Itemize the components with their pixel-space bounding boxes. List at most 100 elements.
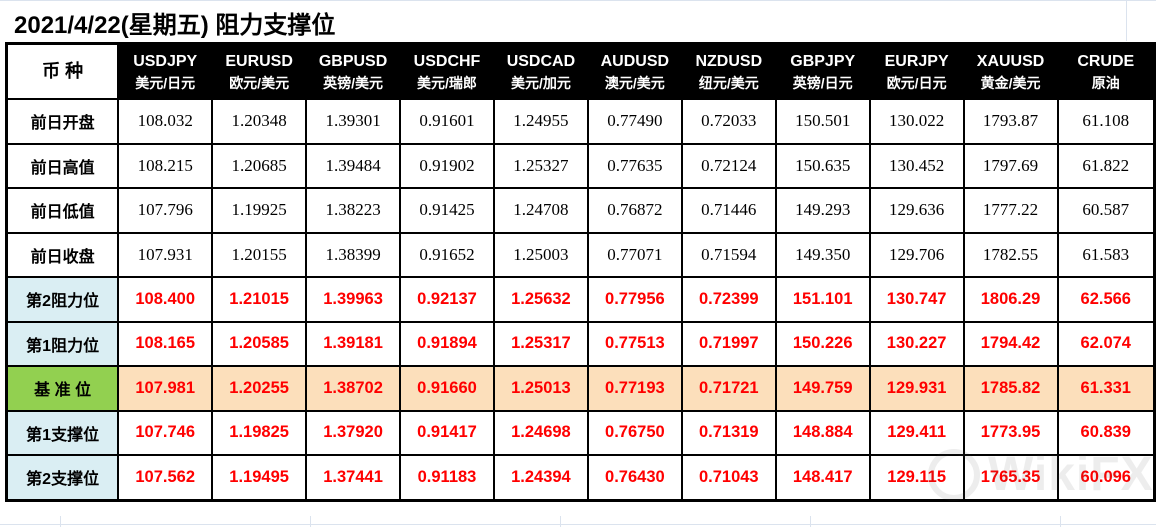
row-label: 第2阻力位 — [5, 276, 120, 323]
sheet-gridline — [560, 516, 561, 527]
table-body: 前日开盘 108.032 1.20348 1.39301 0.91601 1.24955 0… — [5, 98, 1156, 501]
cell-value: 0.91660 — [399, 365, 495, 412]
cell-value: 1.38702 — [305, 365, 402, 412]
cell-value: 0.91183 — [399, 454, 495, 501]
cell-value: 1765.35 — [962, 454, 1059, 501]
pair-name-cn: 原油 — [1091, 74, 1120, 91]
cell-value: 1.20255 — [211, 365, 308, 412]
table-row: 第1支撑位 107.746 1.19825 1.37920 0.91417 1.24698… — [5, 409, 1156, 456]
cell-value: 1.24394 — [492, 454, 589, 501]
cell-value: 62.074 — [1056, 320, 1156, 367]
pair-name-cn: 美元/瑞郎 — [417, 74, 477, 91]
cell-value: 0.71446 — [680, 187, 777, 234]
page-title: 2021/4/22(星期五) 阻力支撑位 — [14, 12, 336, 39]
cell-value: 130.022 — [868, 98, 965, 145]
cell-value: 1.24708 — [492, 187, 589, 234]
cell-value: 129.706 — [868, 231, 965, 278]
cell-value: 60.839 — [1056, 409, 1156, 456]
cell-value: 129.411 — [868, 409, 965, 456]
cell-value: 1.39301 — [305, 98, 402, 145]
cell-value: 1.37920 — [305, 409, 402, 456]
sheet-gridline — [1126, 0, 1127, 41]
cell-value: 1.20585 — [211, 320, 308, 367]
cell-value: 1794.42 — [962, 320, 1059, 367]
cell-value: 1.39963 — [305, 276, 402, 323]
cell-value: 129.636 — [868, 187, 965, 234]
table-row: 前日低值 107.796 1.19925 1.38223 0.91425 1.24708 0… — [5, 187, 1156, 234]
cell-value: 1.39181 — [305, 320, 402, 367]
pair-code: USDCHF — [413, 52, 481, 70]
cell-value: 129.931 — [868, 365, 965, 412]
column-header-usdcad: USDCAD 美元/加元 — [492, 42, 589, 100]
row-label: 基 准 位 — [5, 365, 120, 412]
column-header-gbpjpy: GBPJPY 英镑/日元 — [774, 42, 871, 100]
cell-value: 107.981 — [117, 365, 214, 412]
cell-value: 149.350 — [774, 231, 871, 278]
cell-value: 0.72033 — [680, 98, 777, 145]
cell-value: 149.759 — [774, 365, 871, 412]
cell-value: 107.746 — [117, 409, 214, 456]
row-label: 前日低值 — [5, 187, 120, 234]
sheet-gridline — [60, 516, 61, 527]
cell-value: 61.583 — [1056, 231, 1156, 278]
column-header-audusd: AUDUSD 澳元/美元 — [586, 42, 683, 100]
column-header-eurusd: EURUSD 欧元/美元 — [211, 42, 308, 100]
cell-value: 1.20685 — [211, 142, 308, 189]
header-row: 币 种 USDJPY 美元/日元 EURUSD 欧元/美元 GBPUSD 英镑/美元 USDC… — [5, 42, 1156, 100]
cell-value: 107.562 — [117, 454, 214, 501]
cell-value: 0.91894 — [399, 320, 495, 367]
table-row: 前日开盘 108.032 1.20348 1.39301 0.91601 1.24955 0… — [5, 98, 1156, 145]
row-label: 第1阻力位 — [5, 320, 120, 367]
sheet-gridline — [310, 516, 311, 527]
cell-value: 0.72399 — [680, 276, 777, 323]
cell-value: 0.91417 — [399, 409, 495, 456]
table-row: 第2阻力位 108.400 1.21015 1.39963 0.92137 1.25632… — [5, 276, 1156, 323]
sheet-gridline — [810, 516, 811, 527]
cell-value: 1777.22 — [962, 187, 1059, 234]
resistance-support-table: 币 种 USDJPY 美元/日元 EURUSD 欧元/美元 GBPUSD 英镑/美元 USDC… — [5, 42, 1156, 502]
column-header-gbpusd: GBPUSD 英镑/美元 — [305, 42, 402, 100]
row-label: 第2支撑位 — [5, 454, 120, 501]
cell-value: 1.20155 — [211, 231, 308, 278]
cell-value: 62.566 — [1056, 276, 1156, 323]
cell-value: 1806.29 — [962, 276, 1059, 323]
cell-value: 61.108 — [1056, 98, 1156, 145]
cell-value: 0.92137 — [399, 276, 495, 323]
cell-value: 0.76872 — [586, 187, 683, 234]
cell-value: 0.77071 — [586, 231, 683, 278]
cell-value: 1.19495 — [211, 454, 308, 501]
cell-value: 1.25327 — [492, 142, 589, 189]
cell-value: 0.72124 — [680, 142, 777, 189]
cell-value: 130.747 — [868, 276, 965, 323]
cell-value: 1773.95 — [962, 409, 1059, 456]
cell-value: 1.25632 — [492, 276, 589, 323]
pair-name-cn: 欧元/日元 — [886, 74, 947, 91]
cell-value: 108.032 — [117, 98, 214, 145]
cell-value: 1793.87 — [962, 98, 1059, 145]
cell-value: 108.215 — [117, 142, 214, 189]
cell-value: 150.501 — [774, 98, 871, 145]
row-label: 前日收盘 — [5, 231, 120, 278]
cell-value: 1782.55 — [962, 231, 1059, 278]
pair-name-cn: 黄金/美元 — [980, 74, 1041, 91]
cell-value: 1797.69 — [962, 142, 1059, 189]
cell-value: 1.24698 — [492, 409, 589, 456]
cell-value: 1.21015 — [211, 276, 308, 323]
column-header-nzdusd: NZDUSD 纽元/美元 — [680, 42, 777, 100]
cell-value: 61.822 — [1056, 142, 1156, 189]
sheet-gridline — [0, 524, 1156, 525]
cell-value: 130.227 — [868, 320, 965, 367]
pair-code: EURJPY — [884, 52, 949, 70]
cell-value: 0.71997 — [680, 320, 777, 367]
cell-value: 107.796 — [117, 187, 214, 234]
sheet-gridline — [1060, 516, 1061, 527]
pair-name-cn: 美元/加元 — [510, 74, 571, 91]
column-header-usdchf: USDCHF 美元/瑞郎 — [399, 42, 495, 100]
table-header: 币 种 USDJPY 美元/日元 EURUSD 欧元/美元 GBPUSD 英镑/美元 USDC… — [5, 42, 1156, 100]
column-header-xauusd: XAUUSD 黄金/美元 — [962, 42, 1059, 100]
cell-value: 1.37441 — [305, 454, 402, 501]
cell-value: 129.115 — [868, 454, 965, 501]
cell-value: 148.884 — [774, 409, 871, 456]
pair-name-cn: 纽元/美元 — [698, 74, 759, 91]
